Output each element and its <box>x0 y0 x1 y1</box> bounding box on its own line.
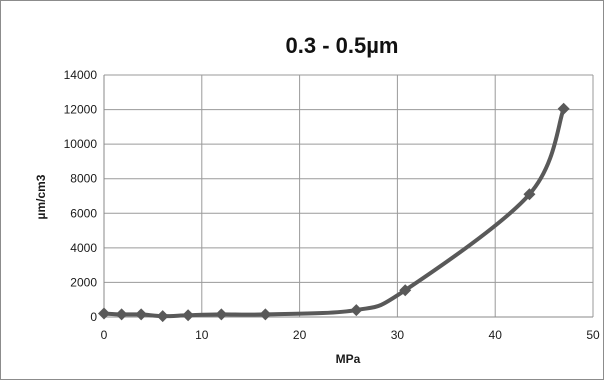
data-points <box>98 102 570 323</box>
y-tick-label: 6000 <box>70 206 97 220</box>
y-tick-label: 14000 <box>64 68 98 82</box>
data-point-marker <box>98 307 110 320</box>
y-tick-label: 12000 <box>64 103 98 117</box>
grid-lines <box>103 74 594 318</box>
x-tick-label: 30 <box>391 328 405 342</box>
y-tick-label: 2000 <box>70 275 97 289</box>
data-point-marker <box>259 308 272 321</box>
data-point-marker <box>350 304 363 317</box>
y-axis-label: µm/cm3 <box>34 174 48 219</box>
y-tick-label: 10000 <box>64 137 98 151</box>
chart-title: 0.3 - 0.5µm <box>286 33 399 58</box>
data-point-marker <box>399 284 412 297</box>
data-point-marker <box>557 102 570 115</box>
x-tick-label: 50 <box>586 328 600 342</box>
x-axis-label: MPa <box>336 352 361 366</box>
y-tick-label: 4000 <box>70 241 97 255</box>
data-point-marker <box>523 188 536 201</box>
x-tick-label: 20 <box>293 328 307 342</box>
data-point-marker <box>135 308 148 321</box>
data-point-marker <box>215 308 228 321</box>
data-point-marker <box>156 310 169 323</box>
x-tick-label: 10 <box>195 328 209 342</box>
x-tick-label: 0 <box>101 328 108 342</box>
data-point-marker <box>182 309 195 322</box>
x-tick-label: 40 <box>489 328 503 342</box>
y-tick-label: 8000 <box>70 172 97 186</box>
y-axis-ticks: 0 2000 4000 6000 8000 10000 12000 14000 <box>64 68 98 324</box>
axes <box>103 75 593 318</box>
y-tick-label: 0 <box>90 310 97 324</box>
x-axis-ticks: 0 10 20 30 40 50 <box>101 328 600 342</box>
data-point-marker <box>115 308 128 321</box>
